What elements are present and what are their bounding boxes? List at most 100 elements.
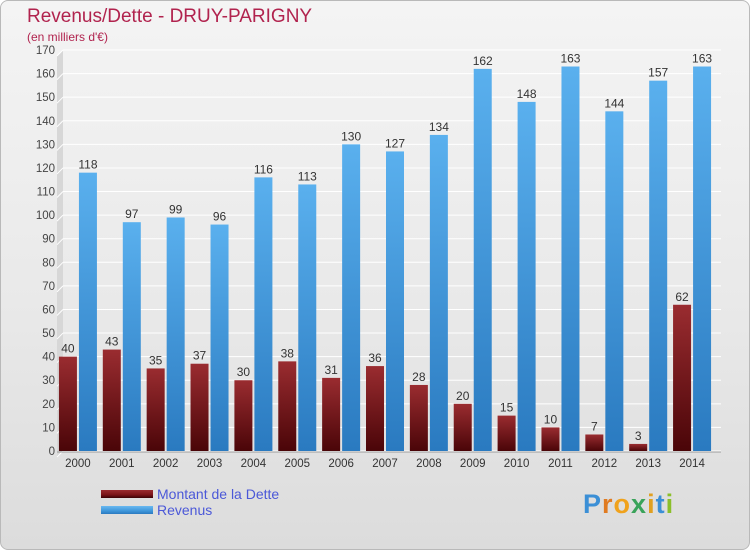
- bar-dette: [322, 377, 341, 451]
- legend-swatch-revenus: [101, 506, 153, 514]
- data-label-dette: 30: [237, 365, 251, 379]
- grid-line-wall: [56, 261, 64, 269]
- x-tick-label: 2010: [504, 458, 530, 470]
- x-tick-label: 2005: [284, 458, 310, 470]
- bar-revenus: [254, 177, 273, 451]
- logo-letter: o: [613, 489, 632, 519]
- grid-line-wall: [56, 332, 64, 340]
- x-tick-label: 2006: [328, 458, 354, 470]
- bar-dette: [278, 361, 297, 451]
- x-tick-label: 2009: [460, 458, 486, 470]
- y-tick-label: 100: [36, 210, 55, 222]
- y-tick-label: 170: [36, 45, 55, 57]
- data-label-revenus: 118: [78, 158, 97, 172]
- data-label-dette: 31: [324, 363, 338, 377]
- bar-dette: [629, 443, 648, 451]
- bar-revenus: [517, 101, 536, 452]
- x-tick-label: 2003: [197, 458, 223, 470]
- y-tick-label: 30: [42, 375, 55, 387]
- data-label-dette: 35: [149, 353, 163, 367]
- bar-revenus: [605, 111, 624, 452]
- bar-revenus: [429, 134, 448, 451]
- data-label-revenus: 163: [560, 52, 580, 66]
- x-tick-label: 2012: [592, 458, 618, 470]
- y-tick-label: 130: [36, 139, 55, 151]
- logo-letter: r: [602, 489, 614, 519]
- data-label-dette: 38: [281, 346, 295, 360]
- bar-revenus: [210, 224, 229, 451]
- data-label-revenus: 96: [213, 210, 227, 224]
- y-tick-label: 120: [36, 163, 55, 175]
- legend-label-revenus: Revenus: [157, 502, 213, 518]
- legend-swatch-dette: [101, 490, 153, 498]
- bar-dette: [585, 434, 604, 451]
- plot-left-wall: [57, 50, 63, 457]
- bar-revenus: [649, 80, 668, 451]
- grid-line-wall: [56, 96, 64, 104]
- bar-dette: [453, 403, 472, 451]
- grid-line-wall: [56, 285, 64, 293]
- bar-dette: [366, 366, 384, 451]
- bar-revenus: [693, 66, 712, 451]
- data-label-revenus: 148: [517, 87, 537, 101]
- bar-revenus: [166, 217, 185, 451]
- data-label-revenus: 116: [254, 162, 273, 176]
- bar-revenus: [342, 144, 361, 451]
- bar-dette: [234, 380, 253, 451]
- data-label-dette: 43: [105, 335, 119, 349]
- grid-line-wall: [56, 73, 64, 80]
- y-tick-label: 150: [36, 92, 55, 104]
- y-tick-label: 40: [42, 352, 55, 364]
- data-label-dette: 40: [61, 342, 75, 356]
- logo-letter: P: [583, 489, 603, 519]
- legend-label-dette: Montant de la Dette: [157, 486, 280, 502]
- data-label-dette: 62: [675, 290, 689, 304]
- y-tick-label: 50: [42, 328, 55, 340]
- bar-revenus: [473, 68, 492, 451]
- proxiti-logo: Proxiti: [583, 489, 674, 520]
- logo-letter: i: [647, 489, 656, 519]
- data-label-dette: 15: [500, 401, 514, 415]
- bar-dette: [497, 415, 516, 451]
- grid-line-wall: [56, 49, 64, 57]
- data-label-dette: 7: [591, 419, 598, 433]
- grid-line-wall: [56, 191, 64, 198]
- bar-revenus: [298, 184, 317, 451]
- x-tick-label: 2004: [241, 458, 267, 470]
- y-tick-label: 70: [42, 281, 55, 293]
- chart-title: Revenus/Dette - DRUY-PARIGNY: [27, 6, 313, 27]
- y-tick-label: 20: [42, 399, 55, 411]
- data-label-revenus: 113: [298, 169, 317, 183]
- bar-dette: [673, 304, 692, 451]
- y-tick-label: 0: [49, 446, 55, 458]
- y-tick-label: 60: [42, 304, 55, 316]
- grid-line-wall: [56, 120, 64, 128]
- bar-dette: [146, 368, 165, 451]
- y-tick-label: 110: [37, 187, 55, 199]
- bar-revenus: [78, 172, 97, 452]
- bar-dette: [58, 356, 77, 451]
- data-label-dette: 28: [412, 370, 426, 384]
- x-tick-label: 2001: [109, 458, 135, 470]
- bar-dette: [541, 427, 560, 451]
- data-label-revenus: 127: [385, 136, 405, 150]
- grid-line-wall: [56, 167, 64, 175]
- data-label-dette: 36: [368, 351, 382, 365]
- data-label-dette: 3: [635, 429, 642, 443]
- logo-letter: t: [655, 489, 666, 519]
- bar-chart: 0 10 20 30 40 50 60 70 80 90 100 110 120 130 140 150 160…: [36, 45, 721, 470]
- logo-letter: x: [631, 489, 648, 519]
- x-tick-label: 2011: [548, 458, 573, 470]
- x-tick-label: 2007: [372, 458, 398, 470]
- x-tick-label: 2008: [416, 458, 442, 470]
- data-label-revenus: 157: [648, 66, 668, 80]
- bar-revenus: [122, 222, 141, 451]
- x-tick-label: 2002: [153, 458, 179, 470]
- y-tick-label: 10: [42, 422, 55, 434]
- y-tick-label: 160: [36, 69, 55, 81]
- grid-line-wall: [56, 309, 64, 316]
- data-label-dette: 10: [544, 412, 558, 426]
- logo-letter: i: [665, 489, 675, 519]
- y-tick-label: 90: [42, 234, 55, 246]
